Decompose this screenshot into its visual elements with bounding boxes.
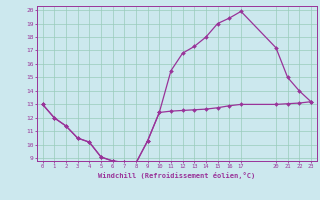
X-axis label: Windchill (Refroidissement éolien,°C): Windchill (Refroidissement éolien,°C) [98,172,255,179]
